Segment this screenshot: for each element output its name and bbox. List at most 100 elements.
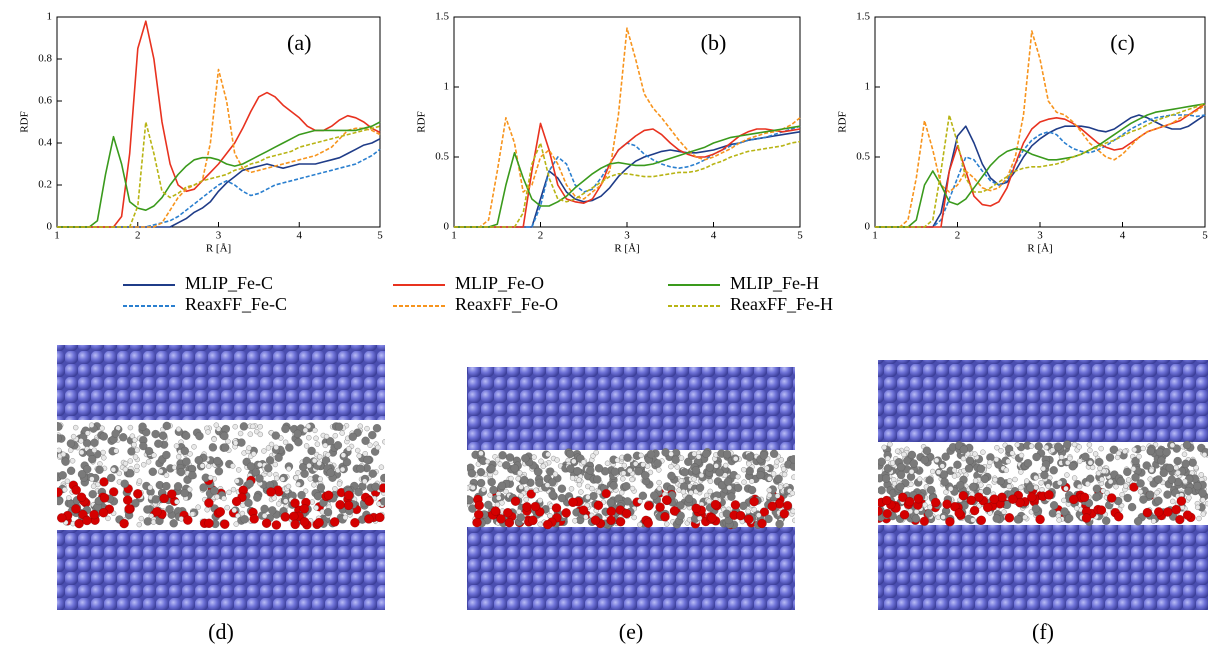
atom (1107, 494, 1116, 503)
x-tick-label: 4 (1120, 230, 1126, 242)
atom (335, 423, 343, 431)
atom (558, 485, 566, 493)
atom (1087, 448, 1092, 453)
atom (1061, 508, 1069, 516)
atom (216, 507, 225, 516)
atom (967, 496, 976, 505)
atom (945, 517, 954, 526)
atom (792, 518, 797, 523)
atom (294, 430, 302, 438)
atom (294, 438, 302, 446)
atom (488, 478, 496, 486)
atom (79, 438, 84, 443)
atom (1200, 498, 1205, 503)
atom (1193, 482, 1201, 490)
atom (882, 445, 887, 450)
atom (121, 480, 129, 488)
atom (135, 448, 140, 453)
atom (538, 498, 543, 503)
atom (1057, 480, 1062, 485)
atom (1072, 476, 1077, 481)
atom (283, 499, 288, 504)
atom (941, 478, 949, 486)
atom (206, 464, 211, 469)
atom (85, 431, 90, 436)
atom (1080, 493, 1089, 502)
atom (622, 482, 630, 490)
atom (183, 516, 192, 525)
atom (645, 464, 650, 469)
atom (268, 506, 276, 514)
atom (585, 495, 590, 500)
atom (285, 444, 293, 452)
iron-slab (467, 527, 795, 610)
atom (473, 518, 482, 527)
atom (790, 455, 798, 463)
atom (589, 486, 594, 491)
atom (380, 474, 388, 482)
atom (281, 425, 289, 433)
atom (727, 485, 732, 490)
atom (100, 426, 105, 431)
atom (735, 474, 740, 479)
atom (1049, 509, 1057, 517)
atom (314, 436, 319, 441)
atom (566, 450, 574, 458)
atom (1170, 499, 1175, 504)
atom (883, 509, 892, 518)
atom (144, 517, 152, 525)
atom (595, 464, 603, 472)
atom (296, 482, 301, 487)
atom (622, 509, 631, 518)
atom (570, 476, 575, 481)
atom (656, 467, 661, 472)
atom (943, 500, 952, 509)
atom (280, 477, 285, 482)
atom (1010, 451, 1015, 456)
atom (581, 460, 586, 465)
x-tick-label: 5 (377, 230, 383, 242)
snapshot-label: (d) (208, 619, 234, 644)
atom (531, 502, 540, 511)
atom (959, 491, 968, 500)
atom (83, 516, 92, 525)
atom (908, 451, 916, 459)
atom (106, 516, 111, 521)
atom (716, 469, 724, 477)
atom (895, 449, 900, 454)
atom (662, 496, 671, 505)
atom (878, 458, 886, 466)
atom (708, 514, 717, 523)
atom (208, 475, 213, 480)
atom (1163, 508, 1172, 517)
atom (1063, 441, 1071, 449)
atom (317, 461, 322, 466)
atom (289, 512, 298, 521)
atom (970, 506, 979, 515)
atom (1018, 470, 1023, 475)
atom (610, 482, 618, 490)
atom (233, 424, 238, 429)
legend-label: MLIP_Fe-O (455, 273, 544, 293)
atom (266, 456, 274, 464)
atom (314, 492, 322, 500)
atom (1007, 478, 1012, 483)
atom (1099, 477, 1104, 482)
atom (258, 424, 263, 429)
atom (952, 468, 957, 473)
atom (303, 428, 308, 433)
atom (308, 447, 316, 455)
atom (681, 489, 686, 494)
atom (723, 463, 728, 468)
atom (1040, 471, 1048, 479)
atom (89, 423, 94, 428)
atom (117, 471, 122, 476)
atom (605, 461, 610, 466)
atom (1069, 495, 1078, 504)
atom (368, 431, 376, 439)
atom (616, 517, 625, 526)
atom (741, 467, 746, 472)
atom (166, 505, 174, 513)
atom (771, 471, 776, 476)
atom (885, 456, 890, 461)
